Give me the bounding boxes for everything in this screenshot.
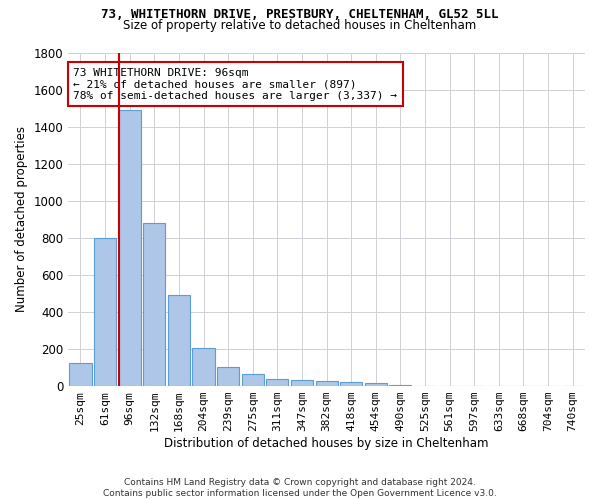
Text: 73 WHITETHORN DRIVE: 96sqm
← 21% of detached houses are smaller (897)
78% of sem: 73 WHITETHORN DRIVE: 96sqm ← 21% of deta… <box>73 68 397 100</box>
Bar <box>316 380 338 386</box>
Bar <box>242 374 264 386</box>
Bar <box>168 296 190 386</box>
X-axis label: Distribution of detached houses by size in Cheltenham: Distribution of detached houses by size … <box>164 437 489 450</box>
Bar <box>291 380 313 386</box>
Bar <box>94 238 116 386</box>
Text: Size of property relative to detached houses in Cheltenham: Size of property relative to detached ho… <box>124 18 476 32</box>
Y-axis label: Number of detached properties: Number of detached properties <box>15 126 28 312</box>
Bar <box>143 223 166 386</box>
Bar <box>70 363 92 386</box>
Bar <box>119 110 141 386</box>
Bar <box>217 367 239 386</box>
Bar <box>389 385 412 386</box>
Bar <box>266 378 289 386</box>
Text: 73, WHITETHORN DRIVE, PRESTBURY, CHELTENHAM, GL52 5LL: 73, WHITETHORN DRIVE, PRESTBURY, CHELTEN… <box>101 8 499 20</box>
Text: Contains HM Land Registry data © Crown copyright and database right 2024.
Contai: Contains HM Land Registry data © Crown c… <box>103 478 497 498</box>
Bar <box>365 384 387 386</box>
Bar <box>340 382 362 386</box>
Bar <box>193 348 215 386</box>
